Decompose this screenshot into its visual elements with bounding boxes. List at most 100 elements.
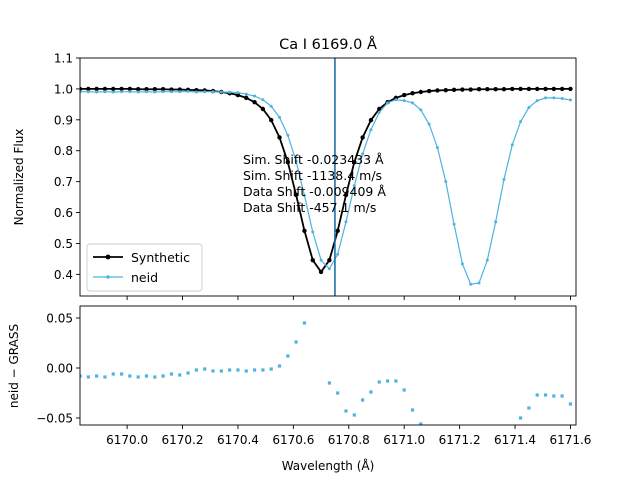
- neid-point: [444, 180, 448, 184]
- residual-point: [219, 369, 223, 373]
- x-tick-label: 6170.0: [106, 433, 148, 447]
- top-plot-area: 0.4 0.5 0.6 0.7 0.8 0.9 1.0 1.1: [54, 52, 577, 300]
- synthetic-point: [435, 88, 440, 93]
- neid-point: [394, 98, 398, 102]
- synthetic-point: [518, 86, 523, 92]
- top-y-tick-label: 0.4: [54, 268, 73, 282]
- top-y-tick-label: 0.9: [54, 113, 73, 127]
- synthetic-point: [318, 269, 324, 275]
- synthetic-point: [135, 87, 141, 92]
- residual-point: [369, 390, 373, 394]
- synthetic-point: [460, 87, 465, 92]
- neid-point: [560, 96, 564, 100]
- residual-point: [111, 372, 115, 376]
- neid-point: [527, 105, 531, 109]
- synthetic-point: [169, 87, 174, 92]
- top-y-tick-label: 0.7: [54, 175, 73, 189]
- synthetic-point: [510, 86, 515, 92]
- legend-box: [86, 243, 203, 292]
- residual-y-tick-label: −0.05: [36, 412, 73, 426]
- residual-axes-frame: [79, 305, 577, 426]
- synthetic-point: [335, 228, 340, 233]
- top-series-group: [80, 86, 573, 286]
- residual-point: [344, 409, 348, 413]
- neid-point: [261, 98, 265, 102]
- neid-point: [469, 282, 473, 286]
- annotation-sim-shift-angstrom: Sim. Shift -0.023433 Å: [243, 152, 384, 167]
- residual-point: [552, 394, 556, 398]
- neid-point: [278, 115, 282, 119]
- residual-point: [336, 391, 340, 395]
- residual-point: [252, 368, 257, 372]
- residual-point: [169, 372, 174, 376]
- neid-point: [552, 96, 556, 100]
- residual-point: [211, 369, 215, 373]
- residual-point: [119, 372, 124, 376]
- residual-point: [568, 402, 573, 406]
- synthetic-point: [244, 95, 249, 101]
- synthetic-point: [94, 86, 99, 92]
- residual-point: [161, 374, 165, 378]
- synthetic-point: [285, 159, 291, 165]
- residual-point: [86, 375, 90, 379]
- residual-y-tick-label: 0.05: [46, 312, 73, 326]
- synthetic-point: [252, 100, 257, 105]
- neid-point: [519, 120, 523, 124]
- residual-point: [203, 367, 207, 371]
- annotation-sim-shift-velocity: Sim. Shift -1138.4 m/s: [243, 168, 382, 183]
- x-tick-label: 6170.6: [272, 433, 314, 447]
- synthetic-point: [327, 257, 332, 263]
- synthetic-point: [543, 86, 548, 92]
- neid-point: [427, 122, 431, 126]
- top-y-tick-label: 1.1: [54, 52, 73, 66]
- residual-series-group: [80, 321, 573, 425]
- neid-point: [253, 94, 257, 98]
- residual-point: [560, 394, 564, 398]
- synthetic-point: [260, 106, 266, 112]
- neid-point: [145, 90, 148, 94]
- residual-point: [394, 379, 398, 383]
- synthetic-point: [152, 87, 158, 92]
- synthetic-point: [277, 135, 282, 140]
- residual-point: [361, 398, 365, 402]
- neid-point: [402, 99, 406, 103]
- neid-point: [352, 184, 356, 188]
- synthetic-point: [426, 88, 432, 94]
- chart-title: Ca I 6169.0 Å: [279, 36, 377, 53]
- neid-point: [369, 128, 373, 132]
- synthetic-point: [102, 86, 108, 92]
- neid-point: [535, 99, 539, 103]
- synthetic-point: [360, 135, 365, 140]
- synthetic-point: [343, 192, 349, 198]
- synthetic-point: [526, 86, 532, 92]
- neid-point: [111, 90, 115, 94]
- synthetic-point: [468, 87, 473, 92]
- x-tick-label: 6170.8: [328, 433, 370, 447]
- neid-point: [136, 90, 140, 94]
- neid-point: [311, 230, 315, 234]
- residual-point: [352, 413, 356, 417]
- neid-point: [153, 90, 157, 94]
- residual-point: [103, 375, 107, 379]
- residual-plot-area: −0.050.000.05 6170.0 6170.2 6170.4 6170.6 61…: [36, 305, 591, 447]
- neid-point: [269, 104, 273, 108]
- residual-point: [236, 368, 240, 372]
- synthetic-point: [293, 192, 299, 198]
- neid-point: [544, 96, 548, 100]
- residual-point: [385, 379, 390, 383]
- neid-point: [336, 252, 340, 256]
- top-y-tick-label: 0.5: [54, 237, 73, 251]
- synthetic-point: [501, 87, 507, 92]
- neid-point: [219, 90, 223, 94]
- neid-point: [178, 90, 182, 94]
- residual-point: [277, 364, 282, 368]
- top-y-axis-label: Normalized Flux: [12, 129, 26, 226]
- legend-neid-label: neid: [131, 270, 158, 285]
- synthetic-point: [111, 86, 116, 92]
- residual-point: [80, 374, 82, 378]
- x-tick-label: 6171.4: [494, 433, 536, 447]
- shift-annotations: Sim. Shift -0.023433 Å Sim. Shift -1138.…: [243, 152, 386, 215]
- neid-point: [86, 90, 90, 94]
- residual-y-axis: −0.05 0.00 0.05: [36, 312, 80, 426]
